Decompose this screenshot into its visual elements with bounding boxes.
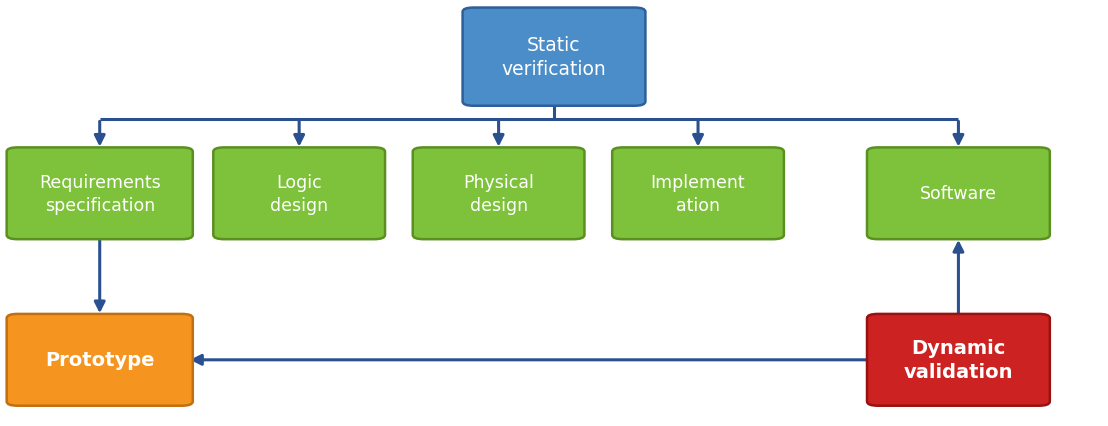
Text: Static
verification: Static verification (502, 36, 606, 79)
Text: Implement
ation: Implement ation (650, 173, 746, 214)
FancyBboxPatch shape (463, 9, 645, 106)
FancyBboxPatch shape (866, 148, 1050, 239)
FancyBboxPatch shape (866, 314, 1050, 406)
Text: Physical
design: Physical design (463, 173, 534, 214)
FancyBboxPatch shape (413, 148, 585, 239)
Text: Dynamic
validation: Dynamic validation (904, 338, 1013, 382)
Text: Software: Software (920, 185, 997, 203)
FancyBboxPatch shape (612, 148, 784, 239)
FancyBboxPatch shape (213, 148, 386, 239)
Text: Prototype: Prototype (45, 351, 154, 369)
Text: Requirements
specification: Requirements specification (39, 173, 161, 214)
Text: Logic
design: Logic design (270, 173, 328, 214)
FancyBboxPatch shape (7, 314, 193, 406)
FancyBboxPatch shape (7, 148, 193, 239)
